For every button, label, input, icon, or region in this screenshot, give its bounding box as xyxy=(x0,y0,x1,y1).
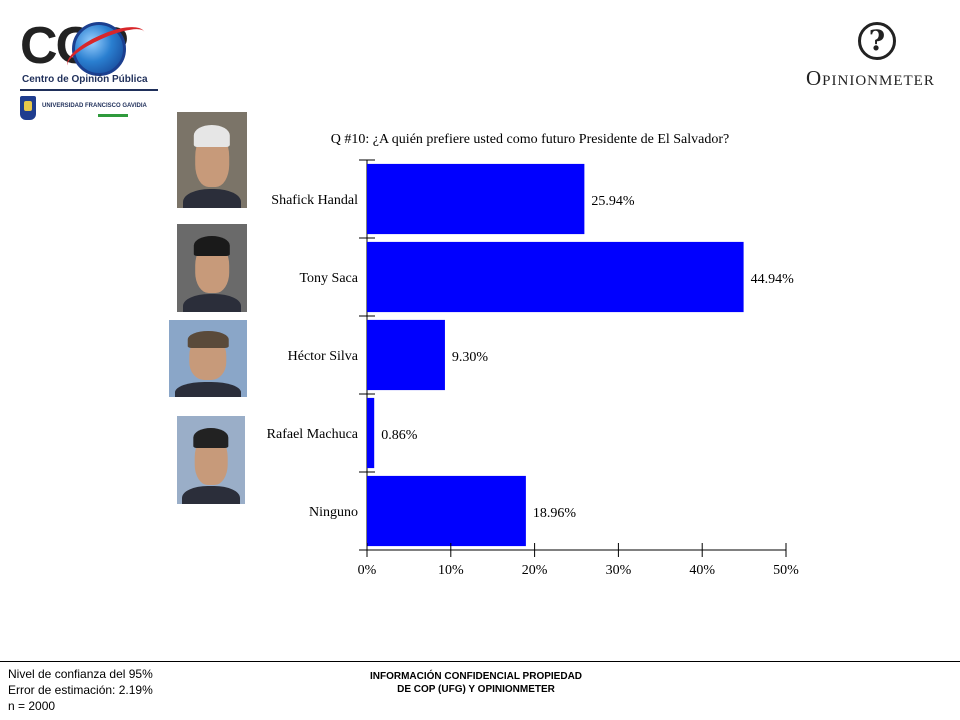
x-tick-label: 40% xyxy=(689,563,715,578)
opinionmeter-word: Opinionmeter xyxy=(806,66,935,90)
photo-hector-silva xyxy=(169,320,247,397)
photo-rafael-machuca xyxy=(177,416,245,504)
photo-tony-saca xyxy=(177,224,247,312)
x-tick-label: 10% xyxy=(438,563,464,578)
chart-body: Shafick Handal 25.94% Tony Saca 44.94% Hécto… xyxy=(267,159,799,578)
x-tick-label: 50% xyxy=(773,563,799,578)
globe-icon xyxy=(72,22,126,76)
footer-error: Error de estimación: 2.19% xyxy=(8,683,153,697)
footer-divider xyxy=(0,661,960,662)
cop-logo: COP Centro de Opinión Pública UNIVERSIDA… xyxy=(14,14,158,124)
footer-notice-line-2: DE COP (UFG) Y OPINIONMETER xyxy=(397,684,555,695)
photo-shafick-handal xyxy=(177,112,247,208)
opinionmeter-logo: ? Opinionmeter xyxy=(800,18,956,98)
bar-ninguno xyxy=(367,475,526,547)
footer-sample-size: n = 2000 xyxy=(8,699,56,713)
value-label-rafael-machuca: 0.86% xyxy=(381,428,418,443)
bar-rafael-machuca xyxy=(367,397,375,469)
x-tick-label: 0% xyxy=(358,563,377,578)
value-label-tony-saca: 44.94% xyxy=(751,272,795,287)
university-shield-icon xyxy=(20,96,36,120)
value-label-shafick-handal: 25.94% xyxy=(591,194,635,209)
logo-divider xyxy=(20,89,158,91)
university-accent-bar xyxy=(98,114,128,117)
bar-hector-silva xyxy=(367,319,445,391)
value-label-hector-silva: 9.30% xyxy=(452,350,489,365)
bar-shafick-handal xyxy=(367,163,585,235)
footer-notice-line-1: INFORMACIÓN CONFIDENCIAL PROPIEDAD xyxy=(369,671,583,682)
category-label-ninguno: Ninguno xyxy=(309,505,358,520)
x-tick-label: 30% xyxy=(606,563,632,578)
category-label-hector-silva: Héctor Silva xyxy=(288,349,359,364)
footer-confidential-notice: INFORMACIÓN CONFIDENCIAL PROPIEDAD DE CO… xyxy=(330,670,622,696)
question-mark-icon: ? xyxy=(858,22,896,60)
footer-stats: Nivel de confianza del 95% Error de esti… xyxy=(8,666,153,714)
value-label-ninguno: 18.96% xyxy=(533,506,577,521)
cop-logo-subtitle: Centro de Opinión Pública xyxy=(22,74,148,85)
category-label-tony-saca: Tony Saca xyxy=(299,271,358,286)
bar-tony-saca xyxy=(367,241,744,313)
category-label-shafick-handal: Shafick Handal xyxy=(271,193,358,208)
x-tick-label: 20% xyxy=(522,563,548,578)
category-label-rafael-machuca: Rafael Machuca xyxy=(267,427,359,442)
chart-title: Q #10: ¿A quién prefiere usted como futu… xyxy=(331,132,730,147)
footer-confidence: Nivel de confianza del 95% xyxy=(8,667,153,681)
university-name: UNIVERSIDAD FRANCISCO GAVIDIA xyxy=(42,103,147,109)
